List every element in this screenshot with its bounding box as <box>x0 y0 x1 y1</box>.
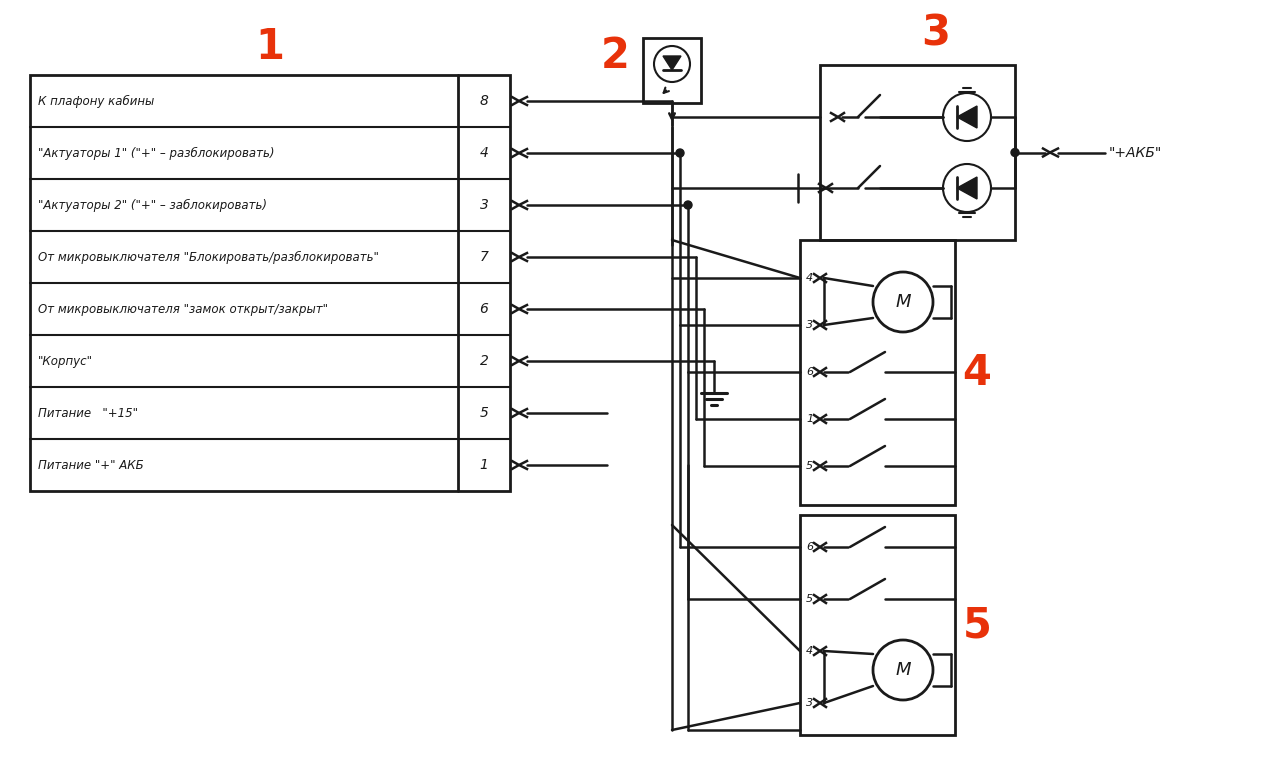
Text: 6: 6 <box>806 542 813 552</box>
Text: "Корпус": "Корпус" <box>38 354 93 367</box>
Text: 1: 1 <box>806 414 813 424</box>
Text: От микровыключателя "Блокировать/разблокировать": От микровыключателя "Блокировать/разблок… <box>38 250 379 263</box>
Text: 4: 4 <box>806 273 813 283</box>
Text: 8: 8 <box>480 94 489 108</box>
Text: "Актуаторы 2" ("+" – заблокировать): "Актуаторы 2" ("+" – заблокировать) <box>38 199 268 212</box>
Text: От микровыключателя "замок открыт/закрыт": От микровыключателя "замок открыт/закрыт… <box>38 303 328 316</box>
Text: 4: 4 <box>963 351 992 393</box>
Text: 5: 5 <box>806 461 813 471</box>
Text: "Актуаторы 1" ("+" – разблокировать): "Актуаторы 1" ("+" – разблокировать) <box>38 146 274 159</box>
Text: Питание   "+15": Питание "+15" <box>38 407 138 420</box>
Text: 2: 2 <box>480 354 489 368</box>
Bar <box>643 38 701 102</box>
Text: М: М <box>895 661 911 679</box>
Text: 3: 3 <box>922 12 950 54</box>
Text: 3: 3 <box>806 698 813 708</box>
Text: 5: 5 <box>480 406 489 420</box>
Text: 3: 3 <box>480 198 489 212</box>
Polygon shape <box>957 106 977 128</box>
Bar <box>29 75 509 491</box>
Text: 4: 4 <box>806 646 813 656</box>
Circle shape <box>684 201 692 209</box>
Text: 5: 5 <box>963 604 992 646</box>
Text: К плафону кабины: К плафону кабины <box>38 95 155 108</box>
Text: 6: 6 <box>806 367 813 377</box>
Text: Питание "+" АКБ: Питание "+" АКБ <box>38 458 143 471</box>
Polygon shape <box>957 177 977 199</box>
Bar <box>800 515 955 735</box>
Text: "+АКБ": "+АКБ" <box>1108 146 1162 159</box>
Circle shape <box>1011 149 1019 156</box>
Text: 4: 4 <box>480 146 489 160</box>
Text: М: М <box>895 293 911 311</box>
Text: 6: 6 <box>480 302 489 316</box>
Text: 5: 5 <box>806 594 813 604</box>
Text: 1: 1 <box>256 26 284 68</box>
Bar <box>820 65 1015 240</box>
Text: 2: 2 <box>600 35 630 77</box>
Text: 7: 7 <box>480 250 489 264</box>
Bar <box>800 240 955 505</box>
Circle shape <box>676 149 684 157</box>
Text: 1: 1 <box>480 458 489 472</box>
Polygon shape <box>663 56 681 70</box>
Text: 3: 3 <box>806 320 813 330</box>
